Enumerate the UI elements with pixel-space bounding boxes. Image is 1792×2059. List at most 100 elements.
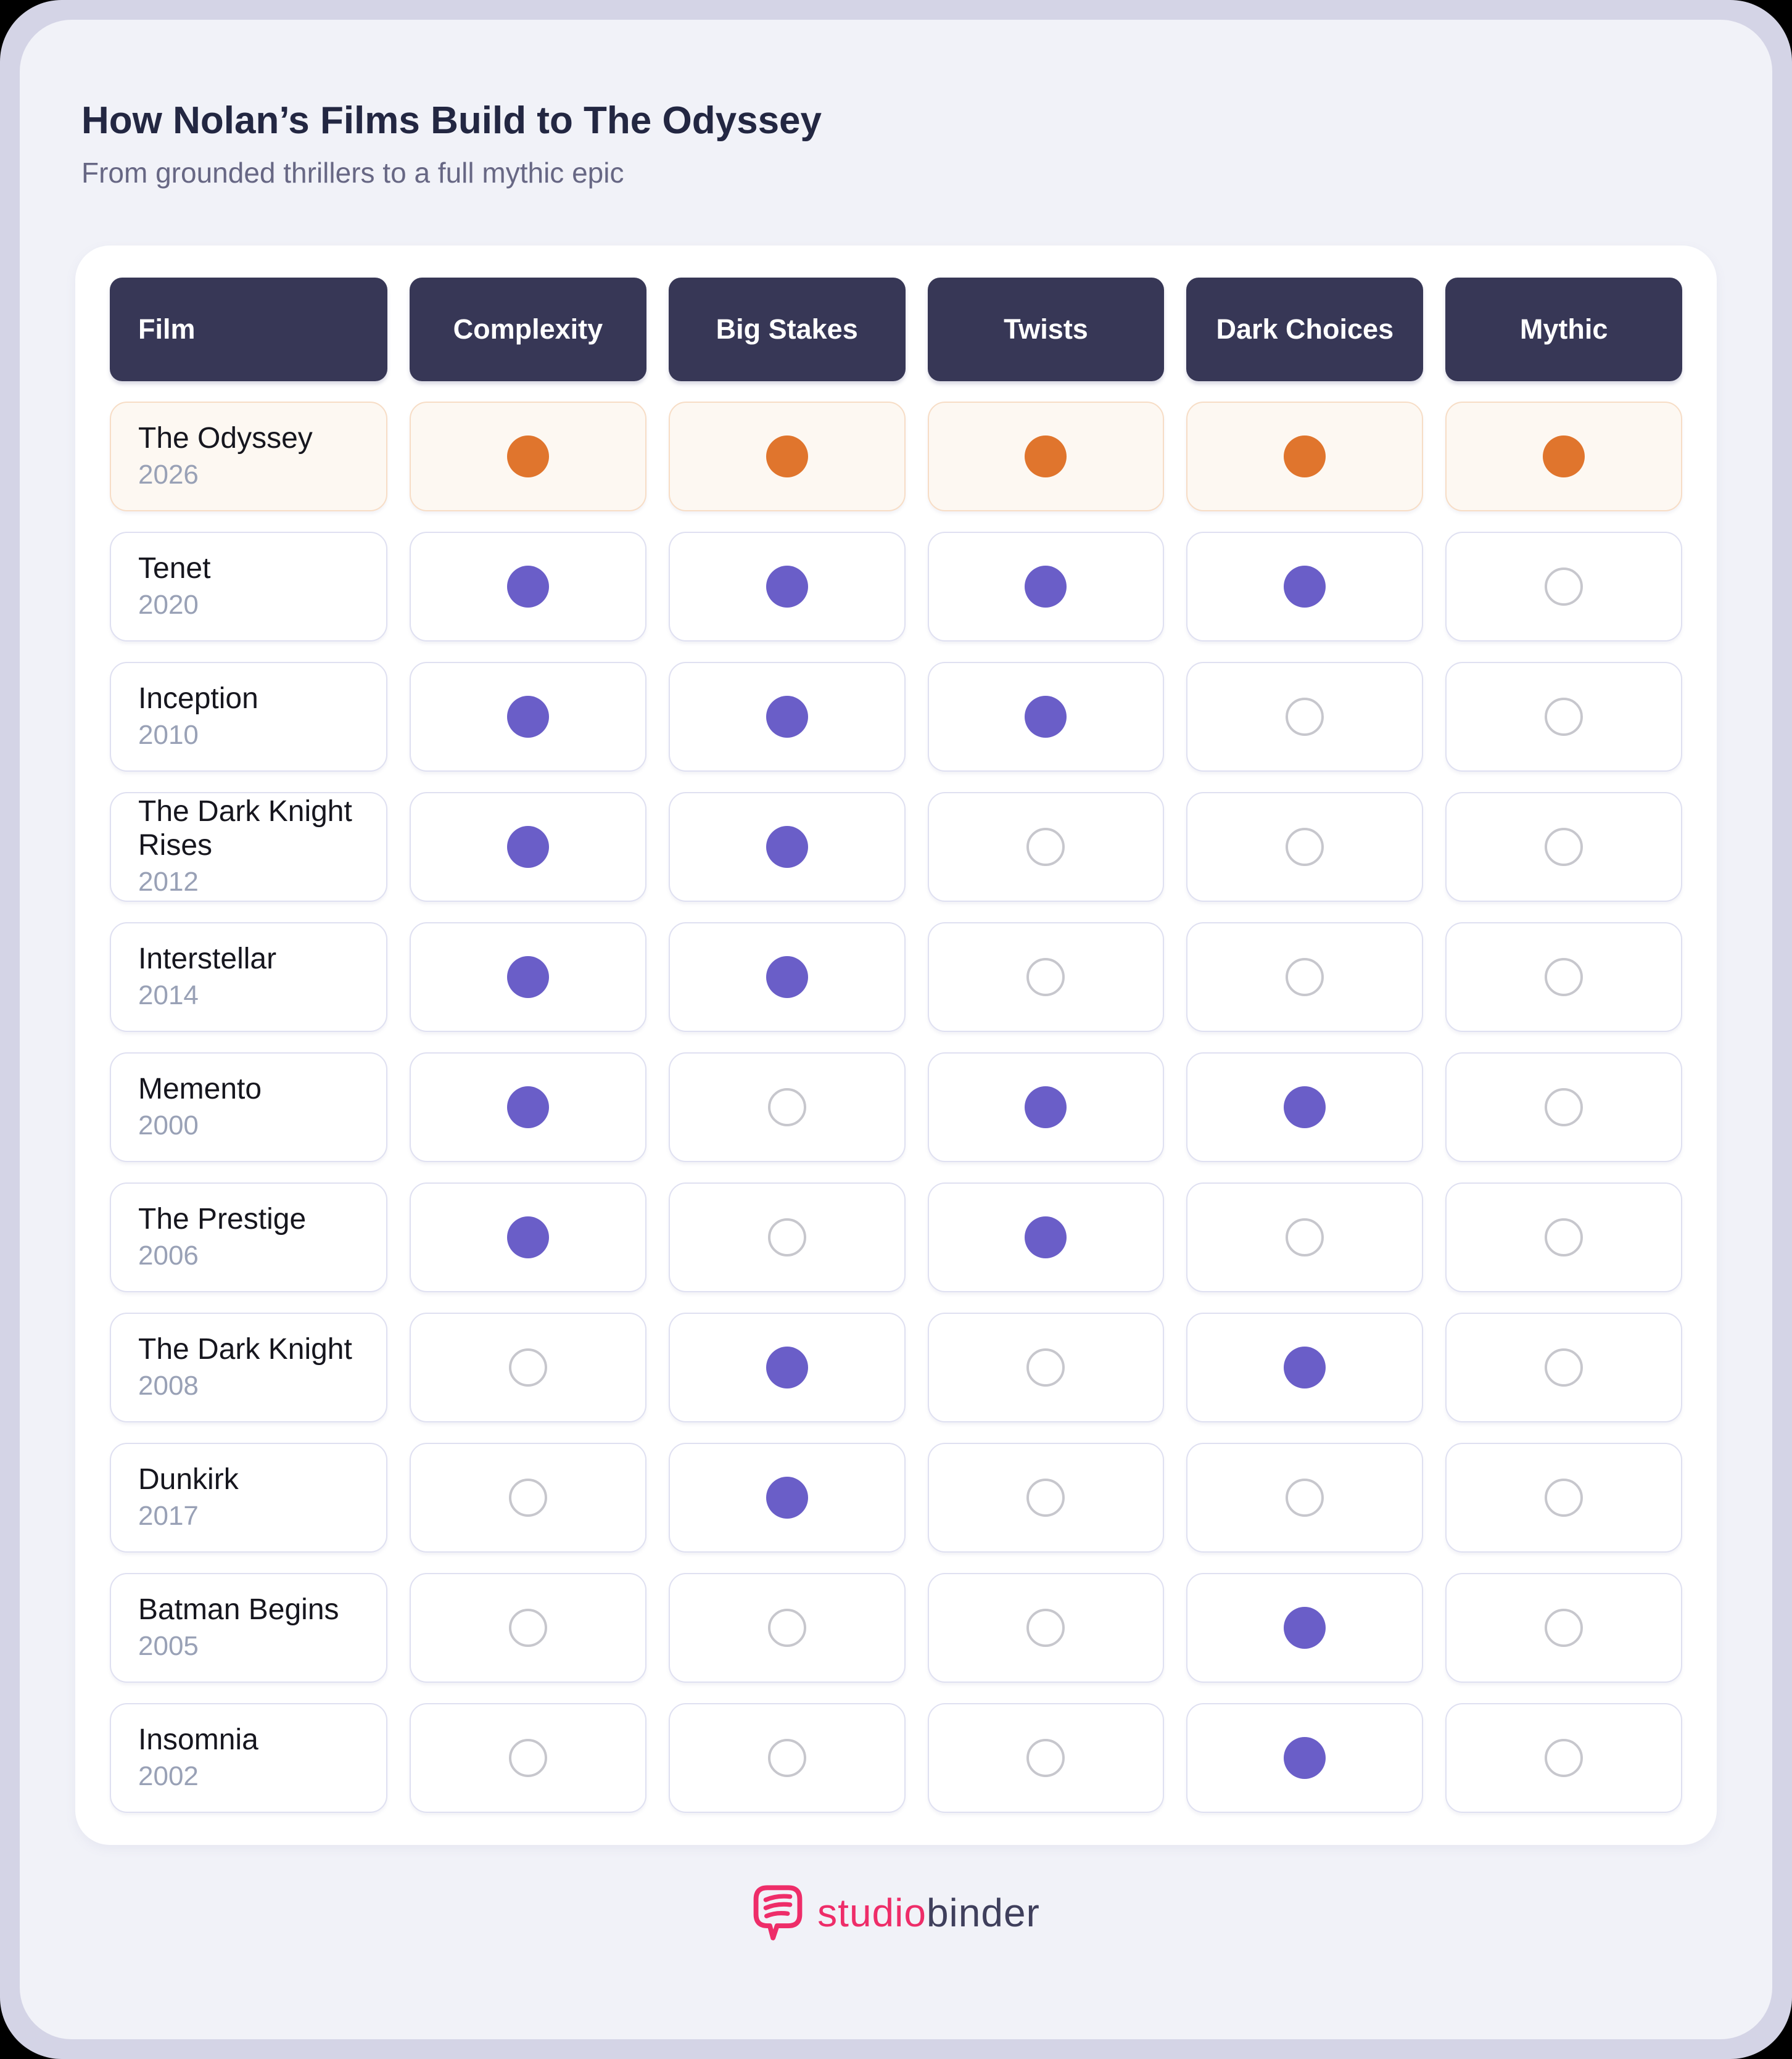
empty-dot-icon [1545,1348,1583,1387]
empty-dot-icon [1026,1478,1065,1517]
attribute-cell-tenet-dark-choices [1186,531,1424,642]
attribute-cell-interstellar-complexity [410,922,646,1032]
filled-dot-icon [1284,1346,1326,1388]
film-cell-batman-begins: Batman Begins 2005 [110,1572,387,1683]
attribute-cell-the-dark-knight-rises-dark-choices [1186,791,1424,902]
film-cell-the-prestige: The Prestige 2006 [110,1182,387,1292]
film-year: 2010 [138,719,199,750]
attribute-cell-the-odyssey-twists [927,401,1165,511]
page-subtitle: From grounded thrillers to a full mythic… [81,157,624,189]
film-cell-dunkirk: Dunkirk 2017 [110,1442,387,1553]
heading: How Nolan’s Films Build to The Odyssey F… [75,99,1717,191]
filled-dot-icon [1284,1736,1326,1779]
empty-dot-icon [1026,1348,1065,1387]
attribute-cell-insomnia-big-stakes [668,1702,906,1813]
attribute-cell-the-odyssey-complexity [410,401,646,511]
empty-dot-icon [1286,1478,1324,1517]
attribute-cell-dunkirk-dark-choices [1186,1442,1424,1553]
empty-dot-icon [1286,827,1324,866]
empty-dot-icon [1026,1738,1065,1777]
film-name: Interstellar [138,942,277,975]
film-cell-inception: Inception 2010 [110,661,387,772]
attribute-cell-memento-dark-choices [1186,1052,1424,1162]
films-table: Film Complexity Big Stakes Twists Dark Choic… [110,277,1682,1813]
attribute-cell-the-dark-knight-dark-choices [1186,1312,1424,1422]
empty-dot-icon [1286,697,1324,736]
empty-dot-icon [1545,1608,1583,1647]
filled-dot-icon [1025,1086,1067,1128]
column-header-big-stakes: Big Stakes [668,277,906,381]
film-cell-insomnia: Insomnia 2002 [110,1702,387,1813]
film-year: 2026 [138,459,199,490]
film-year: 2002 [138,1760,199,1791]
attribute-cell-inception-dark-choices [1186,661,1424,772]
film-year: 2017 [138,1500,199,1531]
film-year: 2020 [138,589,199,620]
attribute-cell-tenet-big-stakes [668,531,906,642]
filled-dot-icon [1025,565,1067,608]
filled-dot-icon [766,565,808,608]
attribute-cell-the-prestige-mythic [1445,1182,1682,1292]
attribute-cell-the-prestige-dark-choices [1186,1182,1424,1292]
attribute-cell-interstellar-twists [927,922,1165,1032]
filled-dot-icon [766,1476,808,1519]
filled-dot-icon [766,695,808,738]
filled-dot-icon [506,1216,549,1258]
filled-dot-orange-icon [766,435,808,477]
attribute-cell-inception-big-stakes [668,661,906,772]
column-header-complexity: Complexity [410,277,646,381]
empty-dot-icon [1026,1608,1065,1647]
empty-dot-icon [1286,1218,1324,1256]
film-name: The Dark Knight Rises [138,795,352,862]
filled-dot-orange-icon [1284,435,1326,477]
attribute-cell-the-dark-knight-mythic [1445,1312,1682,1422]
filled-dot-icon [766,955,808,998]
film-cell-the-odyssey: The Odyssey 2026 [110,401,387,511]
attribute-cell-dunkirk-mythic [1445,1442,1682,1553]
attribute-cell-memento-big-stakes [668,1052,906,1162]
attribute-cell-the-odyssey-mythic [1445,401,1682,511]
attribute-cell-the-dark-knight-rises-big-stakes [668,791,906,902]
empty-dot-icon [767,1087,806,1126]
filled-dot-icon [1284,565,1326,608]
film-cell-tenet: Tenet 2020 [110,531,387,642]
column-header-twists: Twists [927,277,1165,381]
column-header-mythic: Mythic [1445,277,1682,381]
empty-dot-icon [1545,1218,1583,1256]
attribute-cell-the-odyssey-big-stakes [668,401,906,511]
filled-dot-icon [1025,695,1067,738]
filled-dot-icon [1284,1086,1326,1128]
film-cell-the-dark-knight-rises: The Dark Knight Rises 2012 [110,791,387,902]
empty-dot-icon [1026,827,1065,866]
film-name: Tenet [138,551,211,585]
filled-dot-icon [766,825,808,868]
attribute-cell-insomnia-mythic [1445,1702,1682,1813]
attribute-cell-the-dark-knight-complexity [410,1312,646,1422]
film-year: 2012 [138,867,199,897]
film-name: The Prestige [138,1202,307,1236]
attribute-cell-the-dark-knight-rises-mythic [1445,791,1682,902]
logo-text-binder: binder [926,1890,1040,1935]
empty-dot-icon [1545,957,1583,996]
film-name: Dunkirk [138,1463,239,1496]
filled-dot-icon [506,565,549,608]
empty-dot-icon [767,1738,806,1777]
film-cell-interstellar: Interstellar 2014 [110,922,387,1032]
attribute-cell-the-prestige-twists [927,1182,1165,1292]
attribute-cell-batman-begins-big-stakes [668,1572,906,1683]
empty-dot-icon [1545,1087,1583,1126]
attribute-cell-tenet-complexity [410,531,646,642]
filled-dot-orange-icon [506,435,549,477]
film-name: Insomnia [138,1723,258,1756]
film-cell-memento: Memento 2000 [110,1052,387,1162]
attribute-cell-tenet-mythic [1445,531,1682,642]
attribute-cell-the-dark-knight-rises-complexity [410,791,646,902]
column-header-film: Film [110,277,387,381]
filled-dot-icon [506,955,549,998]
empty-dot-icon [767,1218,806,1256]
filled-dot-icon [1284,1606,1326,1649]
empty-dot-icon [508,1738,547,1777]
attribute-cell-the-dark-knight-twists [927,1312,1165,1422]
attribute-cell-tenet-twists [927,531,1165,642]
